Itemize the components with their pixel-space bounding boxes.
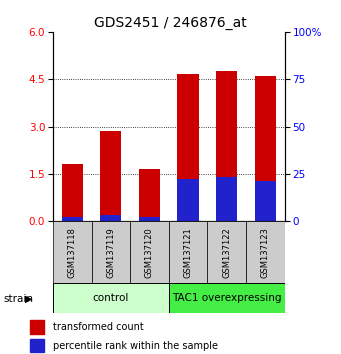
Bar <box>100 131 121 221</box>
Bar <box>53 283 169 313</box>
Bar <box>169 283 285 313</box>
Bar <box>216 71 237 221</box>
Bar <box>246 221 285 283</box>
Bar <box>61 217 83 221</box>
Bar <box>139 217 160 221</box>
Text: TAC1 overexpressing: TAC1 overexpressing <box>172 293 282 303</box>
Bar <box>216 177 237 221</box>
Bar <box>30 320 44 334</box>
Text: percentile rank within the sample: percentile rank within the sample <box>53 341 218 350</box>
Text: GSM137120: GSM137120 <box>145 227 154 278</box>
Bar <box>91 221 130 283</box>
Bar <box>255 181 276 221</box>
Bar <box>139 169 160 221</box>
Text: control: control <box>93 293 129 303</box>
Bar <box>169 221 207 283</box>
Text: transformed count: transformed count <box>53 322 144 332</box>
Text: strain: strain <box>3 294 33 304</box>
Text: GDS2451 / 246876_at: GDS2451 / 246876_at <box>94 16 247 30</box>
Bar <box>100 215 121 221</box>
Bar <box>177 179 199 221</box>
Bar <box>53 221 91 283</box>
Bar <box>61 164 83 221</box>
Text: GSM137121: GSM137121 <box>183 227 193 278</box>
Text: GSM137123: GSM137123 <box>261 227 270 278</box>
Text: GSM137119: GSM137119 <box>106 227 115 278</box>
Text: GSM137118: GSM137118 <box>68 227 77 278</box>
Bar <box>177 74 199 221</box>
Bar <box>207 221 246 283</box>
Text: GSM137122: GSM137122 <box>222 227 231 278</box>
Bar <box>30 339 44 352</box>
Bar <box>255 76 276 221</box>
Bar <box>130 221 169 283</box>
Text: ▶: ▶ <box>25 294 33 304</box>
